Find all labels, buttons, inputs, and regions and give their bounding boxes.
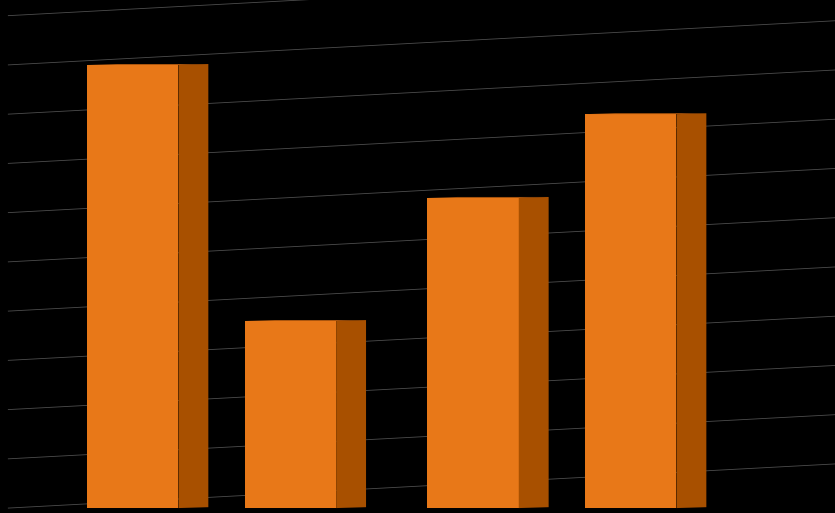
Polygon shape [519,197,549,508]
Polygon shape [428,197,549,198]
Polygon shape [245,320,366,321]
Polygon shape [245,321,337,508]
Polygon shape [585,113,706,114]
Polygon shape [585,114,676,508]
Polygon shape [337,320,366,508]
Polygon shape [179,64,209,508]
Polygon shape [87,64,209,65]
Polygon shape [87,65,179,508]
Polygon shape [676,113,706,508]
Polygon shape [428,198,519,508]
